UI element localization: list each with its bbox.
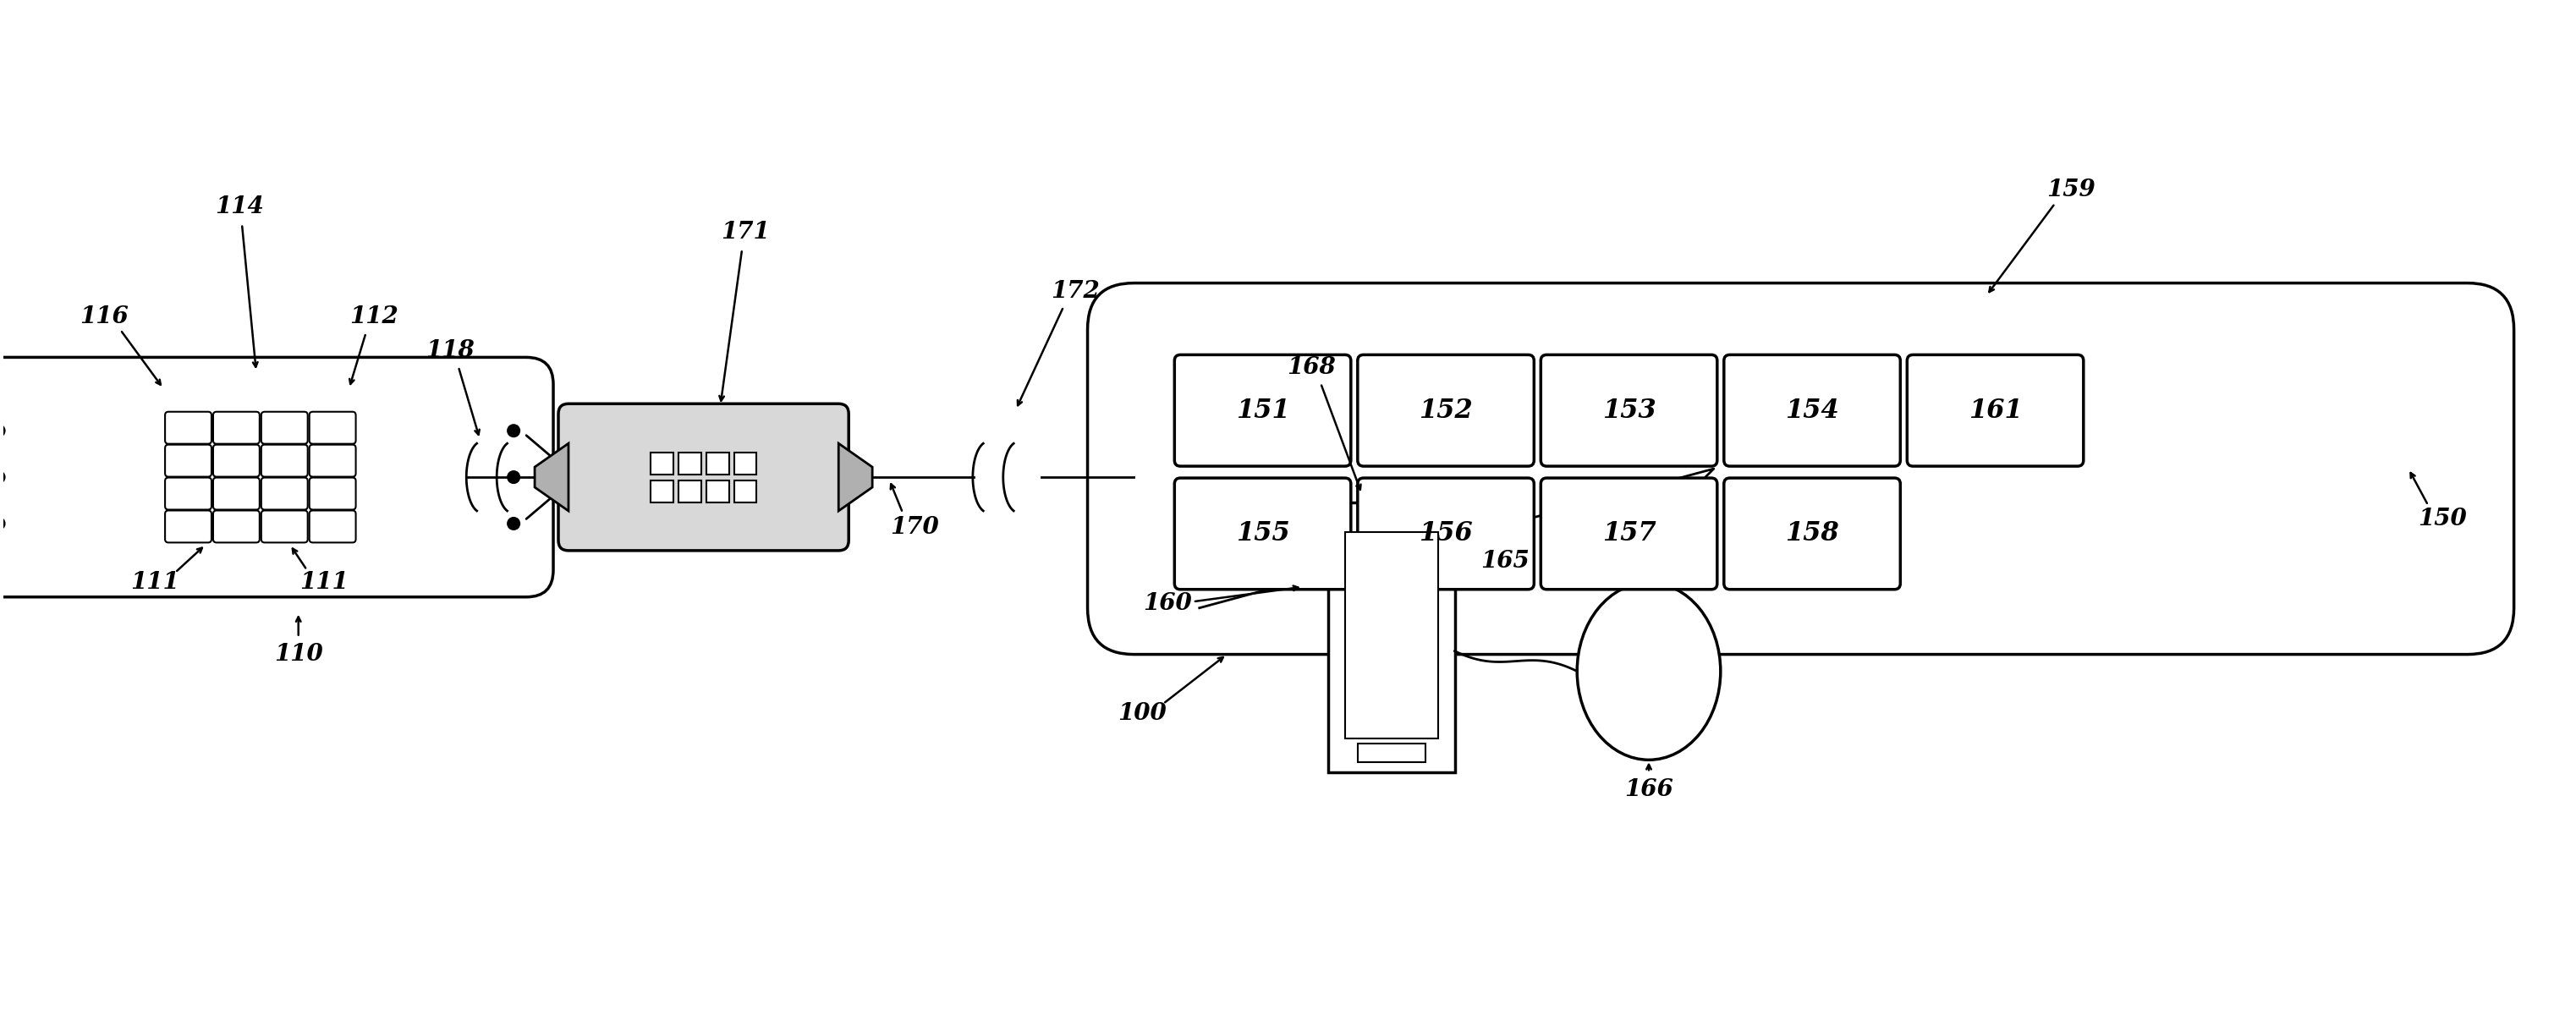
FancyBboxPatch shape bbox=[677, 452, 701, 475]
Text: 155: 155 bbox=[1236, 520, 1291, 546]
Text: 153: 153 bbox=[1602, 397, 1656, 423]
Circle shape bbox=[507, 518, 520, 529]
Polygon shape bbox=[536, 443, 569, 511]
FancyBboxPatch shape bbox=[649, 480, 672, 502]
Text: 150: 150 bbox=[2419, 508, 2468, 531]
FancyBboxPatch shape bbox=[214, 412, 260, 443]
FancyBboxPatch shape bbox=[214, 444, 260, 477]
Text: 156: 156 bbox=[1419, 520, 1473, 546]
Text: 111: 111 bbox=[131, 572, 180, 594]
FancyBboxPatch shape bbox=[706, 452, 729, 475]
Text: 172: 172 bbox=[1051, 280, 1100, 303]
FancyBboxPatch shape bbox=[677, 480, 701, 502]
FancyBboxPatch shape bbox=[260, 510, 307, 542]
FancyBboxPatch shape bbox=[309, 444, 355, 477]
FancyBboxPatch shape bbox=[214, 510, 260, 542]
FancyBboxPatch shape bbox=[1329, 502, 1455, 773]
FancyBboxPatch shape bbox=[706, 480, 729, 502]
Circle shape bbox=[507, 472, 520, 483]
FancyBboxPatch shape bbox=[260, 478, 307, 510]
FancyBboxPatch shape bbox=[559, 404, 848, 550]
FancyBboxPatch shape bbox=[309, 510, 355, 542]
Text: 168: 168 bbox=[1288, 356, 1334, 379]
Text: 112: 112 bbox=[350, 305, 399, 328]
Text: 165: 165 bbox=[1481, 550, 1530, 573]
FancyBboxPatch shape bbox=[0, 358, 554, 597]
Text: 100: 100 bbox=[1118, 702, 1167, 725]
FancyBboxPatch shape bbox=[165, 478, 211, 510]
Text: 111: 111 bbox=[299, 572, 348, 594]
FancyBboxPatch shape bbox=[309, 412, 355, 443]
FancyBboxPatch shape bbox=[734, 452, 757, 475]
Text: 160: 160 bbox=[1144, 592, 1193, 615]
FancyBboxPatch shape bbox=[1345, 532, 1437, 738]
FancyBboxPatch shape bbox=[734, 480, 757, 502]
FancyBboxPatch shape bbox=[1087, 283, 2514, 654]
FancyBboxPatch shape bbox=[165, 444, 211, 477]
Text: 151: 151 bbox=[1236, 397, 1291, 423]
FancyBboxPatch shape bbox=[1540, 478, 1718, 590]
FancyBboxPatch shape bbox=[1723, 478, 1901, 590]
Text: 166: 166 bbox=[1625, 778, 1674, 801]
Circle shape bbox=[0, 518, 5, 529]
FancyBboxPatch shape bbox=[1906, 355, 2084, 467]
FancyBboxPatch shape bbox=[1540, 355, 1718, 467]
FancyBboxPatch shape bbox=[1358, 743, 1425, 763]
Ellipse shape bbox=[1577, 583, 1721, 760]
Polygon shape bbox=[840, 443, 873, 511]
Text: 170: 170 bbox=[891, 516, 940, 539]
FancyBboxPatch shape bbox=[260, 412, 307, 443]
FancyBboxPatch shape bbox=[165, 510, 211, 542]
Text: 110: 110 bbox=[273, 643, 322, 666]
Circle shape bbox=[0, 425, 5, 436]
FancyBboxPatch shape bbox=[1723, 355, 1901, 467]
Text: 114: 114 bbox=[214, 196, 263, 218]
Text: 152: 152 bbox=[1419, 397, 1473, 423]
Text: 171: 171 bbox=[721, 221, 770, 243]
FancyBboxPatch shape bbox=[1358, 478, 1535, 590]
FancyBboxPatch shape bbox=[260, 444, 307, 477]
FancyBboxPatch shape bbox=[1358, 355, 1535, 467]
FancyBboxPatch shape bbox=[649, 452, 672, 475]
FancyBboxPatch shape bbox=[1175, 355, 1350, 467]
FancyBboxPatch shape bbox=[214, 478, 260, 510]
Text: 154: 154 bbox=[1785, 397, 1839, 423]
Text: 116: 116 bbox=[80, 305, 129, 328]
Text: 158: 158 bbox=[1785, 520, 1839, 546]
Circle shape bbox=[507, 425, 520, 436]
FancyBboxPatch shape bbox=[165, 412, 211, 443]
FancyBboxPatch shape bbox=[1175, 478, 1350, 590]
Text: 161: 161 bbox=[1968, 397, 2022, 423]
Text: 118: 118 bbox=[425, 339, 474, 362]
Circle shape bbox=[0, 472, 5, 483]
Text: 157: 157 bbox=[1602, 520, 1656, 546]
FancyBboxPatch shape bbox=[309, 478, 355, 510]
Text: 159: 159 bbox=[2045, 179, 2094, 202]
